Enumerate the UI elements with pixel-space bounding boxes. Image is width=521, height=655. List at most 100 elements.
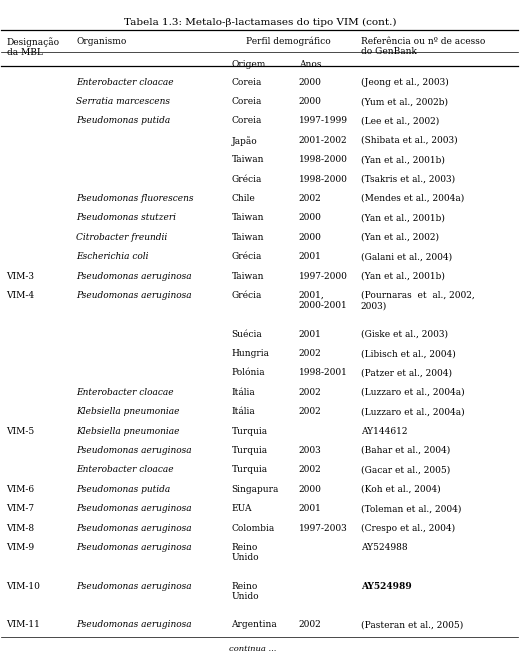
Text: 2002: 2002	[299, 466, 321, 474]
Text: 2003: 2003	[299, 446, 321, 455]
Text: (Pournaras  et  al., 2002,
2003): (Pournaras et al., 2002, 2003)	[361, 291, 475, 310]
Text: Pseudomonas aeruginosa: Pseudomonas aeruginosa	[77, 504, 192, 513]
Text: VIM-10: VIM-10	[7, 582, 41, 591]
Text: Referência ou nº de acesso
do GenBank: Referência ou nº de acesso do GenBank	[361, 37, 485, 56]
Text: 2002: 2002	[299, 194, 321, 203]
Text: (Luzzaro et al., 2004a): (Luzzaro et al., 2004a)	[361, 407, 464, 416]
Text: Reino
Unido: Reino Unido	[231, 582, 259, 601]
Text: VIM-8: VIM-8	[7, 523, 35, 533]
Text: (Yan et al., 2001b): (Yan et al., 2001b)	[361, 214, 444, 222]
Text: 1998-2000: 1998-2000	[299, 155, 348, 164]
Text: (Patzer et al., 2004): (Patzer et al., 2004)	[361, 369, 452, 377]
Text: (Yan et al., 2001b): (Yan et al., 2001b)	[361, 272, 444, 280]
Text: Chile: Chile	[231, 194, 255, 203]
Text: Klebsiella pneumoniae: Klebsiella pneumoniae	[77, 426, 180, 436]
Text: AY524988: AY524988	[361, 543, 407, 552]
Text: Tabela 1.3: Metalo-β-lactamases do tipo VIM (cont.): Tabela 1.3: Metalo-β-lactamases do tipo …	[123, 18, 396, 27]
Text: Turquia: Turquia	[231, 466, 268, 474]
Text: Itália: Itália	[231, 407, 255, 416]
Text: (Gacar et al., 2005): (Gacar et al., 2005)	[361, 466, 450, 474]
Text: 2000: 2000	[299, 214, 321, 222]
Text: Pseudomonas putida: Pseudomonas putida	[77, 117, 170, 125]
Text: Coreia: Coreia	[231, 78, 262, 86]
Text: Taiwan: Taiwan	[231, 214, 264, 222]
Text: Anos: Anos	[299, 60, 321, 69]
Text: (Lee et al., 2002): (Lee et al., 2002)	[361, 117, 439, 125]
Text: 2002: 2002	[299, 407, 321, 416]
Text: (Yum et al., 2002b): (Yum et al., 2002b)	[361, 97, 448, 106]
Text: Taiwan: Taiwan	[231, 155, 264, 164]
Text: Colombia: Colombia	[231, 523, 275, 533]
Text: Grécia: Grécia	[231, 291, 262, 300]
Text: Organismo: Organismo	[77, 37, 127, 46]
Text: Coreia: Coreia	[231, 97, 262, 106]
Text: 2002: 2002	[299, 349, 321, 358]
Text: 2000: 2000	[299, 485, 321, 494]
Text: 2001: 2001	[299, 252, 321, 261]
Text: Reino
Unido: Reino Unido	[231, 543, 259, 563]
Text: Klebsiella pneumoniae: Klebsiella pneumoniae	[77, 407, 180, 416]
Text: 1998-2000: 1998-2000	[299, 175, 348, 183]
Text: Taiwan: Taiwan	[231, 272, 264, 280]
Text: Grécia: Grécia	[231, 175, 262, 183]
Text: AY144612: AY144612	[361, 426, 407, 436]
Text: 1997-2003: 1997-2003	[299, 523, 348, 533]
Text: 2001: 2001	[299, 504, 321, 513]
Text: VIM-9: VIM-9	[7, 543, 35, 552]
Text: Serratia marcescens: Serratia marcescens	[77, 97, 170, 106]
Text: Pseudomonas aeruginosa: Pseudomonas aeruginosa	[77, 543, 192, 552]
Text: VIM-3: VIM-3	[7, 272, 34, 280]
Text: (Luzzaro et al., 2004a): (Luzzaro et al., 2004a)	[361, 388, 464, 397]
Text: Argentina: Argentina	[231, 620, 277, 629]
Text: 2001-2002: 2001-2002	[299, 136, 348, 145]
Text: Taiwan: Taiwan	[231, 233, 264, 242]
Text: (Mendes et al., 2004a): (Mendes et al., 2004a)	[361, 194, 464, 203]
Text: (Giske et al., 2003): (Giske et al., 2003)	[361, 329, 448, 339]
Text: Pseudomonas aeruginosa: Pseudomonas aeruginosa	[77, 291, 192, 300]
Text: (Libisch et al., 2004): (Libisch et al., 2004)	[361, 349, 455, 358]
Text: Citrobacter freundii: Citrobacter freundii	[77, 233, 168, 242]
Text: (Crespo et al., 2004): (Crespo et al., 2004)	[361, 523, 455, 533]
Text: Turquia: Turquia	[231, 446, 268, 455]
Text: Hungria: Hungria	[231, 349, 269, 358]
Text: Enterobacter cloacae: Enterobacter cloacae	[77, 78, 174, 86]
Text: VIM-5: VIM-5	[7, 426, 35, 436]
Text: Pseudomonas aeruginosa: Pseudomonas aeruginosa	[77, 620, 192, 629]
Text: AY524989: AY524989	[361, 582, 412, 591]
Text: Designação
da MBL: Designação da MBL	[7, 37, 60, 57]
Text: Origem: Origem	[231, 60, 266, 69]
Text: (Toleman et al., 2004): (Toleman et al., 2004)	[361, 504, 461, 513]
Text: 2000: 2000	[299, 78, 321, 86]
Text: (Bahar et al., 2004): (Bahar et al., 2004)	[361, 446, 450, 455]
Text: Enterobacter cloacae: Enterobacter cloacae	[77, 388, 174, 397]
Text: Pseudomonas aeruginosa: Pseudomonas aeruginosa	[77, 582, 192, 591]
Text: (Yan et al., 2002): (Yan et al., 2002)	[361, 233, 439, 242]
Text: Japão: Japão	[231, 136, 257, 145]
Text: 2000: 2000	[299, 97, 321, 106]
Text: VIM-7: VIM-7	[7, 504, 35, 513]
Text: Pseudomonas putida: Pseudomonas putida	[77, 485, 170, 494]
Text: 2001,
2000-2001: 2001, 2000-2001	[299, 291, 348, 310]
Text: 2001: 2001	[299, 329, 321, 339]
Text: Enterobacter cloacae: Enterobacter cloacae	[77, 466, 174, 474]
Text: Coreia: Coreia	[231, 117, 262, 125]
Text: VIM-11: VIM-11	[7, 620, 41, 629]
Text: Escherichia coli: Escherichia coli	[77, 252, 149, 261]
Text: Suécia: Suécia	[231, 329, 262, 339]
Text: Singapura: Singapura	[231, 485, 279, 494]
Text: (Pasteran et al., 2005): (Pasteran et al., 2005)	[361, 620, 463, 629]
Text: 2002: 2002	[299, 620, 321, 629]
Text: (Shibata et al., 2003): (Shibata et al., 2003)	[361, 136, 457, 145]
Text: (Galani et al., 2004): (Galani et al., 2004)	[361, 252, 452, 261]
Text: VIM-4: VIM-4	[7, 291, 35, 300]
Text: Itália: Itália	[231, 388, 255, 397]
Text: (Jeong et al., 2003): (Jeong et al., 2003)	[361, 78, 449, 86]
Text: 1997-2000: 1997-2000	[299, 272, 348, 280]
Text: 1997-1999: 1997-1999	[299, 117, 348, 125]
Text: (Tsakris et al., 2003): (Tsakris et al., 2003)	[361, 175, 455, 183]
Text: Polónia: Polónia	[231, 369, 265, 377]
Text: VIM-6: VIM-6	[7, 485, 35, 494]
Text: Grécia: Grécia	[231, 252, 262, 261]
Text: Pseudomonas aeruginosa: Pseudomonas aeruginosa	[77, 446, 192, 455]
Text: continua ...: continua ...	[229, 645, 276, 653]
